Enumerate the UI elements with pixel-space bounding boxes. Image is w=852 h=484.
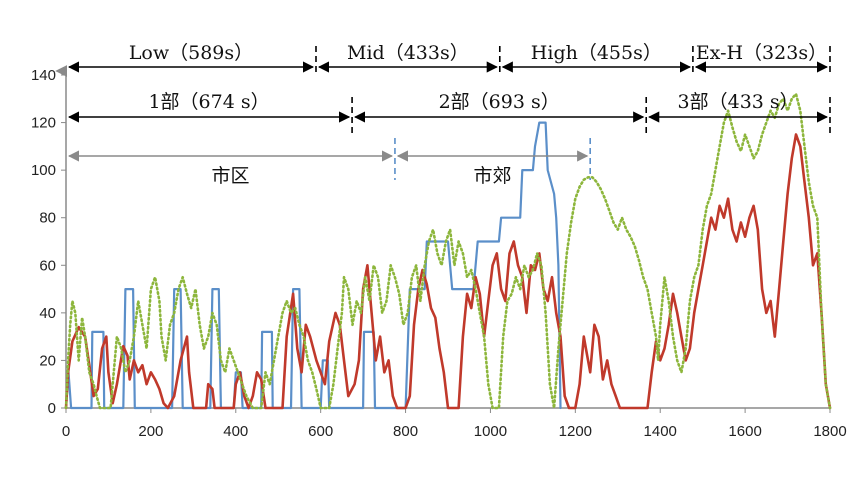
x-tick-label: 1800 <box>813 423 846 440</box>
x-tick-label: 400 <box>223 423 248 440</box>
x-tick-label: 800 <box>393 423 418 440</box>
phase-label: 1部（674 s） <box>148 91 269 113</box>
x-tick-label: 1400 <box>644 423 677 440</box>
phase-label: 3部（433 s） <box>678 91 799 113</box>
y-tick-label: 40 <box>39 305 56 322</box>
y-tick-label: 120 <box>31 115 56 132</box>
series-line-red <box>64 133 832 410</box>
y-tick-label: 80 <box>39 210 56 227</box>
series-line-blue <box>64 121 562 410</box>
y-tick-label: 140 <box>31 67 56 84</box>
phase-label: 市区 <box>211 165 249 187</box>
phase-label: Ex-H（323s） <box>696 42 827 64</box>
series-line-green <box>64 92 832 410</box>
series-layer <box>64 92 832 410</box>
x-tick-label: 0 <box>62 423 70 440</box>
x-tick-label: 1600 <box>728 423 761 440</box>
phase-label: 2部（693 s） <box>439 91 560 113</box>
phase-label: High（455s） <box>531 42 662 64</box>
phase-annotations: Low（589s） Mid（433s） High（455s） Ex-H（323s） 1部… <box>67 42 831 187</box>
phase-label: Mid（433s） <box>347 42 469 64</box>
x-tick-label: 1200 <box>559 423 592 440</box>
phase-label: Low（589s） <box>129 42 253 64</box>
x-tick-label: 600 <box>308 423 333 440</box>
y-tick-label: 20 <box>39 352 56 369</box>
y-tick-label: 100 <box>31 162 56 179</box>
x-tick-label: 200 <box>138 423 163 440</box>
axes-layer: 0 200 400 600 800 1000 1200 1400 1600 1800 0 20 40 60… <box>31 65 847 440</box>
y-tick-label: 0 <box>48 400 56 417</box>
x-tick-label: 1000 <box>474 423 507 440</box>
phase-label: 市郊 <box>474 165 512 187</box>
y-tick-label: 60 <box>39 257 56 274</box>
